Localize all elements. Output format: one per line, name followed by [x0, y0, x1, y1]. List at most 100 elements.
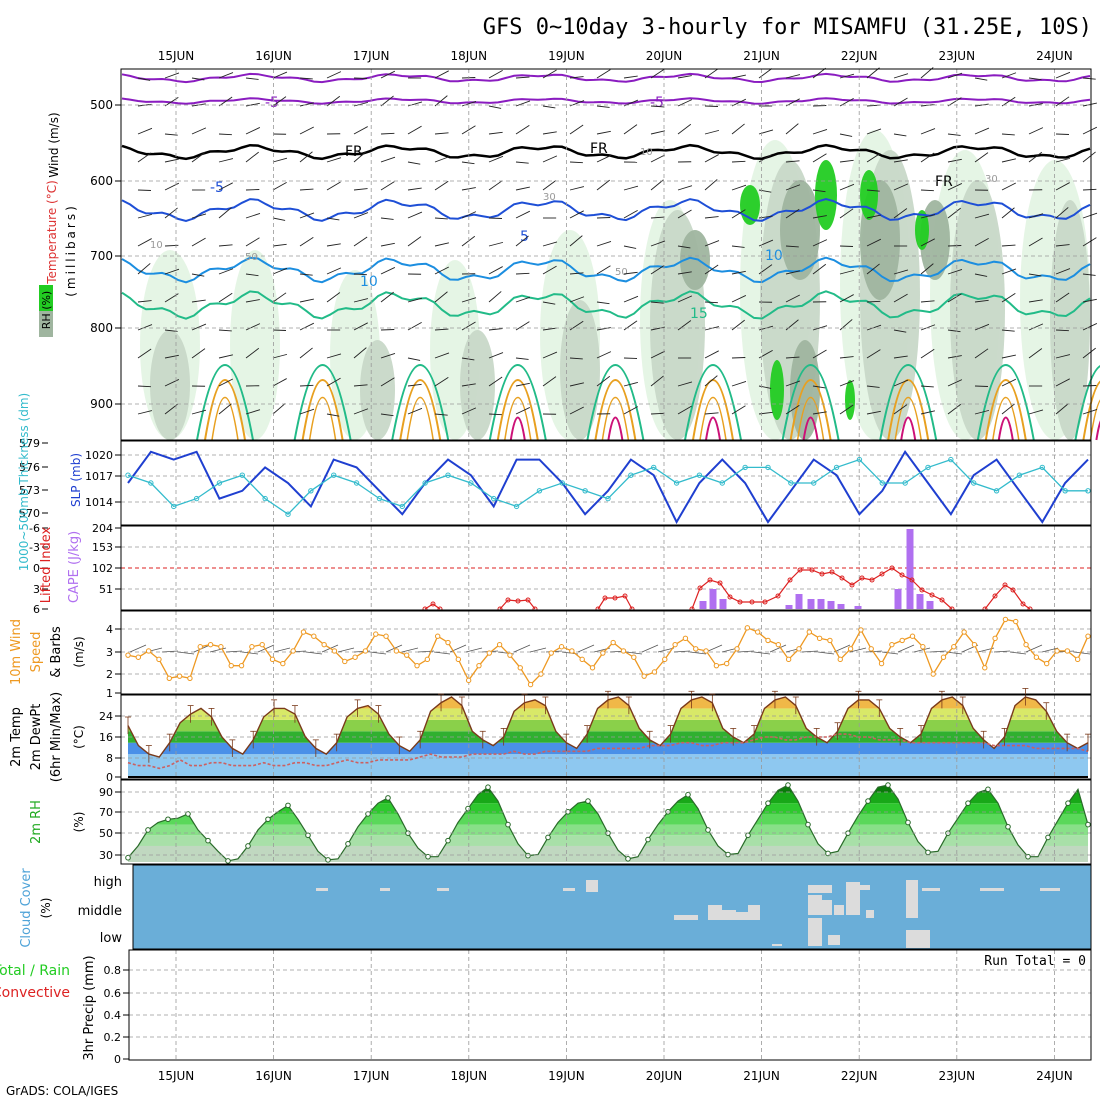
lifted-index-point: [749, 599, 755, 605]
lifted-index-point: [829, 569, 835, 575]
wind-speed-point: [724, 660, 730, 667]
wind-barb: [137, 410, 153, 415]
thickness-point: [193, 495, 200, 502]
wind-barb: [623, 381, 639, 387]
wind-barb: [326, 71, 342, 79]
lifted-index-point: [787, 577, 793, 583]
bottom-day-label: 24JUN: [1036, 1069, 1073, 1083]
wind-speed-point: [311, 633, 317, 639]
wind-barb: [434, 70, 449, 79]
cloud-block: [808, 895, 822, 915]
wind-barb: [1055, 268, 1071, 275]
wind-speed-point: [517, 665, 523, 671]
cloud-panel: high middle low Cloud Cover (%): [19, 864, 1092, 950]
wind-barb: [812, 215, 827, 219]
wind-barb: [488, 376, 503, 387]
wind-speed-point: [269, 656, 276, 663]
wind-barb: [353, 322, 368, 331]
rh-shading: [950, 180, 1005, 440]
wind-barb: [515, 235, 529, 247]
contour-label: 30: [543, 192, 556, 203]
wind-speed-point: [321, 641, 327, 648]
wind-barb: [1082, 323, 1098, 331]
wind-barb: [353, 101, 369, 107]
wind-barb: [272, 378, 287, 387]
wind-barb: [380, 217, 394, 220]
wind-barb: [191, 323, 207, 331]
wind-barb: [839, 208, 854, 219]
wind-barb: [461, 125, 476, 135]
contour-label: 15: [690, 306, 708, 322]
wind-speed-point: [538, 671, 544, 677]
wind-barb: [434, 328, 449, 331]
thickness-point: [628, 472, 634, 478]
wind-barb: [812, 67, 826, 79]
wind-speed-point: [135, 654, 142, 660]
tick-label: 1: [106, 687, 113, 700]
wind-speed-point: [455, 656, 462, 663]
wind-barb: [164, 354, 179, 359]
cloud-block: [586, 880, 598, 892]
wind-barb: [596, 130, 611, 135]
wind-barb: [569, 186, 585, 191]
wind-barb: [737, 650, 755, 653]
tick-label: 204: [92, 522, 113, 535]
wind-speed-point: [878, 660, 885, 667]
wind-barb: [974, 152, 989, 163]
temperature-contour: [887, 379, 930, 441]
rh-point: [125, 854, 131, 861]
wind-barb: [272, 157, 288, 163]
wind-barb: [1082, 77, 1096, 80]
wind-barb: [569, 124, 584, 135]
tick-label: 3: [106, 646, 113, 659]
wind-barb: [164, 133, 178, 136]
bottom-day-label: 17JUN: [353, 1069, 390, 1083]
wind-speed-point: [197, 644, 203, 650]
temperature-contour: [607, 416, 624, 441]
wind-barb: [920, 152, 935, 163]
wind-barb: [461, 407, 477, 415]
wind-barb: [434, 95, 448, 107]
wind-barb: [866, 238, 882, 247]
wind-barb: [1028, 77, 1042, 81]
lifted-index-point: [515, 598, 521, 604]
wind-barb: [299, 77, 313, 80]
temp-band: [128, 719, 1088, 732]
cloud-level-low: low: [100, 931, 123, 946]
tick-label: 51: [99, 583, 113, 596]
rh-point: [525, 852, 531, 859]
wind-barb: [326, 95, 341, 107]
rh-shading: [915, 210, 929, 250]
thickness-point: [948, 456, 954, 463]
rh-shading: [845, 380, 855, 420]
wind-barb: [569, 357, 583, 360]
cape-bar: [785, 605, 793, 609]
wind-barb: [245, 273, 259, 277]
wind-speed-point: [631, 654, 637, 660]
wind-barb: [974, 409, 990, 415]
slp-thickness-panel: 579 576 573 570 1020 1017 1014 1000~500mb Thi…: [17, 393, 1092, 571]
lifted-index-point: [762, 599, 768, 605]
wind-barb: [1028, 127, 1044, 135]
wind-barb: [272, 96, 287, 107]
wind-barb: [650, 412, 665, 415]
wind-barb: [515, 357, 529, 360]
wind-barb: [866, 410, 881, 415]
cloud-block: [822, 900, 832, 915]
wind-barb: [137, 324, 153, 331]
wind-speed-point: [806, 629, 812, 635]
cloud-block: [866, 910, 874, 918]
wind-barb: [569, 406, 584, 415]
wind-barb: [650, 326, 665, 331]
wind-speed-point: [280, 660, 286, 667]
thickness-point: [376, 495, 383, 502]
wind-barb: [785, 208, 800, 219]
wind-barb: [1073, 651, 1091, 655]
wind-barb: [704, 68, 719, 79]
temperature-contour: [992, 396, 1020, 441]
wind-barb: [515, 321, 530, 331]
wind-barb: [893, 379, 909, 387]
lifted-index-point: [839, 575, 845, 581]
rh-shading: [770, 360, 784, 420]
wind-barb: [1028, 151, 1043, 163]
